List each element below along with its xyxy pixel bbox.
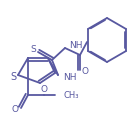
Text: S: S bbox=[10, 72, 16, 82]
Text: O: O bbox=[40, 85, 48, 94]
Text: NH: NH bbox=[69, 41, 83, 50]
Text: S: S bbox=[30, 44, 36, 53]
Text: O: O bbox=[12, 106, 18, 115]
Text: NH: NH bbox=[63, 74, 76, 83]
Text: O: O bbox=[81, 67, 89, 76]
Text: CH₃: CH₃ bbox=[64, 91, 80, 99]
